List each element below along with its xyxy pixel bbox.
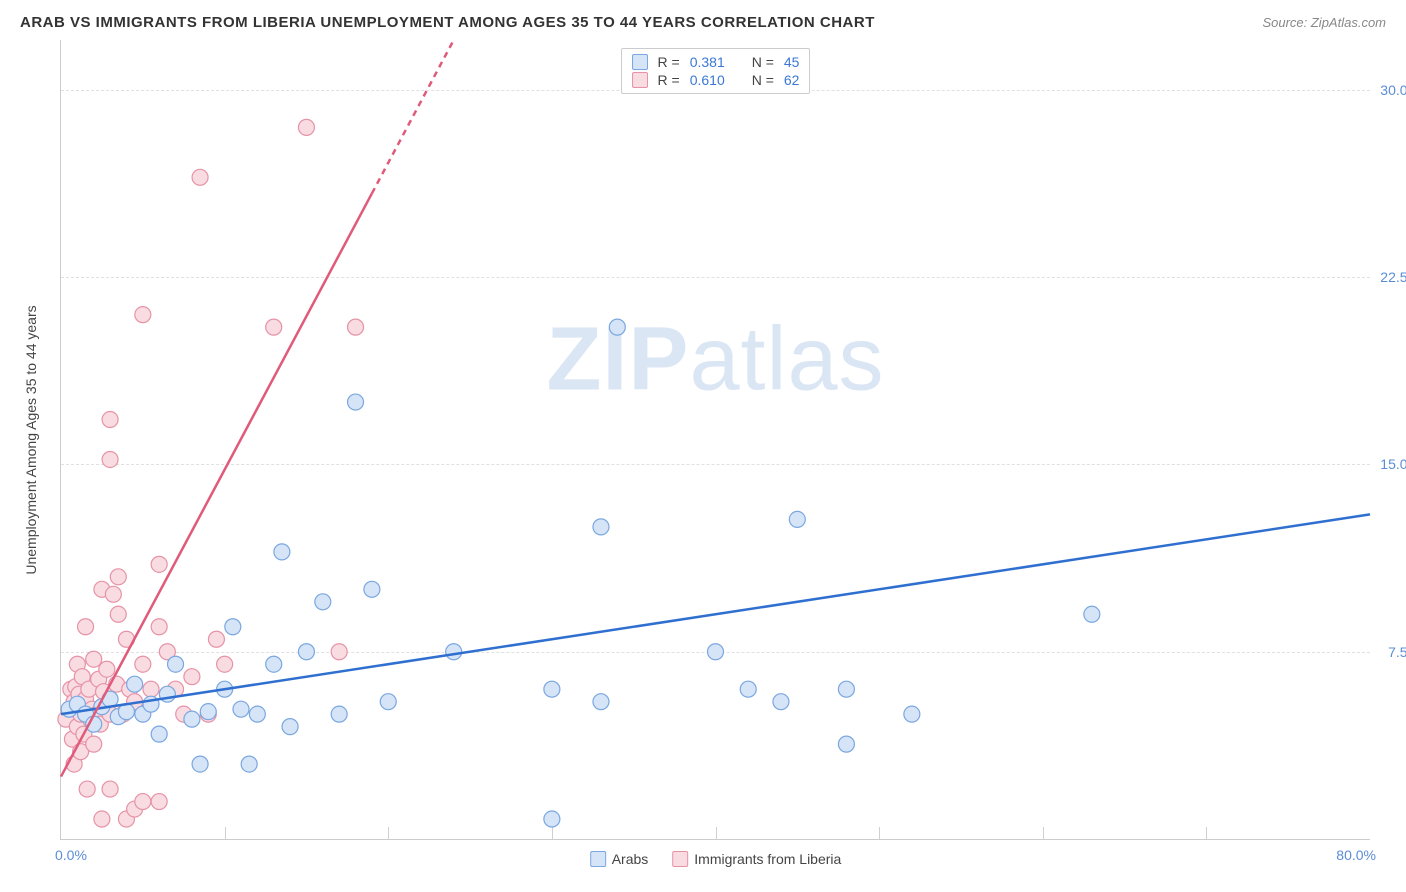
data-point — [86, 736, 102, 752]
data-point — [609, 319, 625, 335]
data-point — [168, 656, 184, 672]
data-point — [143, 681, 159, 697]
data-point — [348, 394, 364, 410]
data-point — [78, 619, 94, 635]
data-point — [241, 756, 257, 772]
data-point — [151, 556, 167, 572]
data-point — [217, 656, 233, 672]
data-point — [282, 719, 298, 735]
legend-swatch-arabs — [632, 54, 648, 70]
data-point — [184, 711, 200, 727]
trend-line — [372, 40, 454, 193]
y-tick-label: 30.0% — [1376, 82, 1406, 98]
data-point — [99, 661, 115, 677]
data-point — [102, 451, 118, 467]
data-point — [266, 319, 282, 335]
data-point — [102, 781, 118, 797]
legend-stats-row-0: R = 0.381 N = 45 — [632, 53, 800, 71]
data-point — [225, 619, 241, 635]
data-point — [135, 307, 151, 323]
data-point — [331, 644, 347, 660]
data-point — [446, 644, 462, 660]
y-tick-label: 15.0% — [1376, 456, 1406, 472]
data-point — [184, 669, 200, 685]
y-tick-label: 7.5% — [1376, 644, 1406, 660]
data-point — [544, 681, 560, 697]
x-max-label: 80.0% — [1336, 847, 1376, 863]
chart-title: ARAB VS IMMIGRANTS FROM LIBERIA UNEMPLOY… — [20, 14, 875, 31]
data-point — [135, 794, 151, 810]
source-attribution: Source: ZipAtlas.com — [1262, 15, 1386, 30]
data-point — [298, 119, 314, 135]
data-point — [274, 544, 290, 560]
data-point — [364, 581, 380, 597]
x-origin-label: 0.0% — [55, 847, 87, 863]
data-point — [1084, 606, 1100, 622]
chart-svg — [61, 40, 1370, 839]
legend-swatch-liberia — [632, 72, 648, 88]
y-axis-label: Unemployment Among Ages 35 to 44 years — [23, 305, 39, 574]
legend-stats-row-1: R = 0.610 N = 62 — [632, 71, 800, 89]
data-point — [200, 704, 216, 720]
trend-line — [61, 514, 1370, 714]
data-point — [838, 736, 854, 752]
data-point — [298, 644, 314, 660]
data-point — [192, 169, 208, 185]
plot-area: ZIPatlas Unemployment Among Ages 35 to 4… — [60, 40, 1370, 840]
data-point — [151, 726, 167, 742]
data-point — [593, 694, 609, 710]
data-point — [315, 594, 331, 610]
data-point — [151, 794, 167, 810]
data-point — [266, 656, 282, 672]
data-point — [789, 511, 805, 527]
data-point — [838, 681, 854, 697]
data-point — [593, 519, 609, 535]
legend-stats: R = 0.381 N = 45 R = 0.610 N = 62 — [621, 48, 811, 94]
data-point — [110, 606, 126, 622]
data-point — [331, 706, 347, 722]
data-point — [348, 319, 364, 335]
data-point — [151, 619, 167, 635]
y-tick-label: 22.5% — [1376, 269, 1406, 285]
data-point — [86, 651, 102, 667]
legend-swatch-liberia-icon — [672, 851, 688, 867]
data-point — [102, 412, 118, 428]
data-point — [904, 706, 920, 722]
legend-item-liberia: Immigrants from Liberia — [672, 851, 841, 867]
legend-label-liberia: Immigrants from Liberia — [694, 851, 841, 867]
data-point — [94, 811, 110, 827]
data-point — [773, 694, 789, 710]
legend-item-arabs: Arabs — [590, 851, 649, 867]
data-point — [208, 631, 224, 647]
data-point — [105, 586, 121, 602]
data-point — [544, 811, 560, 827]
data-point — [110, 569, 126, 585]
data-point — [740, 681, 756, 697]
legend-label-arabs: Arabs — [612, 851, 649, 867]
data-point — [708, 644, 724, 660]
data-point — [127, 676, 143, 692]
data-point — [192, 756, 208, 772]
legend-swatch-arabs-icon — [590, 851, 606, 867]
data-point — [135, 656, 151, 672]
data-point — [233, 701, 249, 717]
legend-series: Arabs Immigrants from Liberia — [590, 851, 842, 867]
chart-header: ARAB VS IMMIGRANTS FROM LIBERIA UNEMPLOY… — [20, 14, 1386, 31]
data-point — [249, 706, 265, 722]
data-point — [380, 694, 396, 710]
data-point — [79, 781, 95, 797]
